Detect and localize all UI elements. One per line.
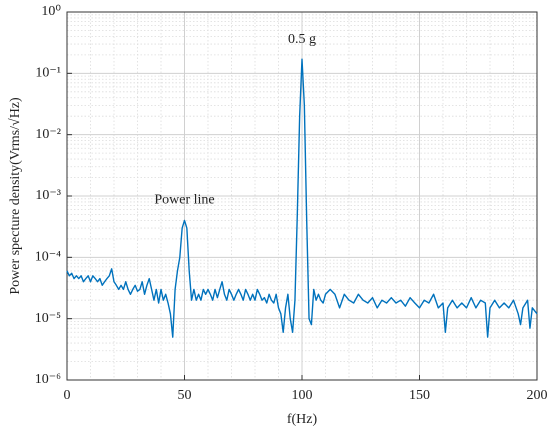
y-tick-label: 10⁻⁴ (35, 250, 61, 265)
y-tick-label: 10⁻³ (35, 188, 61, 203)
x-tick-label: 0 (64, 388, 71, 403)
x-tick-label: 150 (409, 388, 430, 403)
plot-frame (66, 11, 538, 381)
y-tick-label: 10⁻⁵ (35, 311, 61, 326)
x-axis-label: f(Hz) (287, 412, 318, 427)
data-line (66, 58, 538, 338)
y-tick-label: 10⁻⁶ (35, 372, 61, 387)
y-tick-label: 10⁰ (41, 4, 61, 19)
x-tick-label: 200 (527, 388, 548, 403)
y-tick-label: 10⁻² (35, 127, 61, 142)
y-tick-label: 10⁻¹ (35, 66, 61, 81)
annotation: Power line (154, 193, 214, 208)
x-tick-label: 50 (178, 388, 192, 403)
y-axis-label: Power specture density(Vrms/√Hz) (8, 97, 23, 295)
annotation: 0.5 g (288, 32, 316, 47)
x-tick-label: 100 (292, 388, 313, 403)
